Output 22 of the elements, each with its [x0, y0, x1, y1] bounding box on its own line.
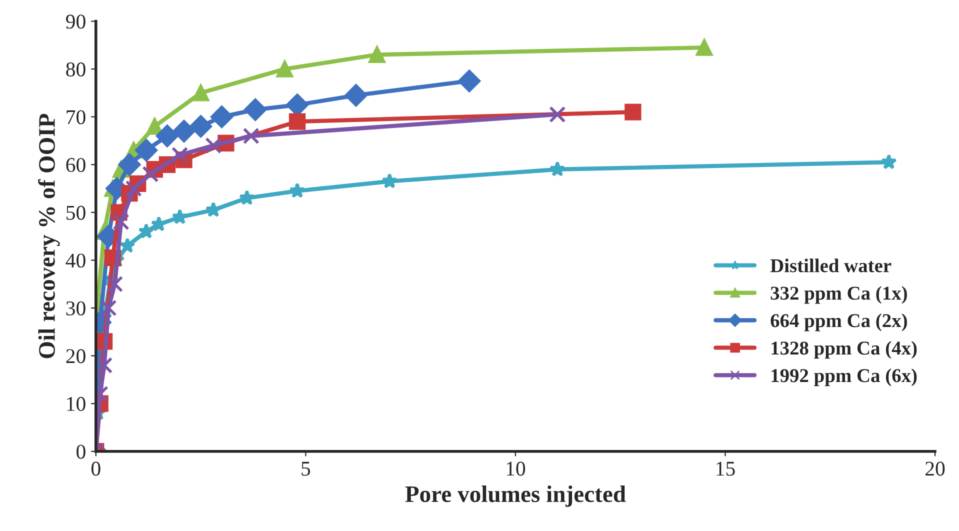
x-tick-label: 0: [91, 462, 100, 476]
y-tick-label: 50: [66, 206, 86, 220]
legend-label: 332 ppm Ca (1x): [770, 286, 907, 304]
y-tick-label: 10: [67, 396, 86, 411]
x-tick-label: 5: [302, 462, 310, 476]
y-tick-label: 40: [66, 254, 86, 268]
y-tick-label: 30: [66, 301, 86, 316]
legend-label: 664 ppm Ca (2x): [770, 314, 907, 332]
y-tick-label: 80: [66, 62, 86, 76]
legend-label: 1992 ppm Ca (6x): [772, 368, 917, 386]
legend-label: Distilled water: [770, 258, 892, 272]
x-tick-label: 10: [506, 462, 526, 476]
x-tick-label: 15: [716, 462, 735, 476]
y-tick-label: 90: [66, 14, 86, 29]
y-axis-title: Oil recovery % of OOIP: [38, 114, 60, 358]
y-tick-label: 60: [66, 158, 86, 172]
y-tick-label: 20: [66, 349, 86, 364]
x-tick-label: 20: [926, 462, 945, 476]
y-tick-label: 70: [66, 110, 86, 124]
y-tick-label: 0: [76, 444, 86, 459]
x-axis-title: Pore volumes injected: [405, 486, 626, 507]
legend-label: 1328 ppm Ca (4x): [772, 341, 917, 359]
